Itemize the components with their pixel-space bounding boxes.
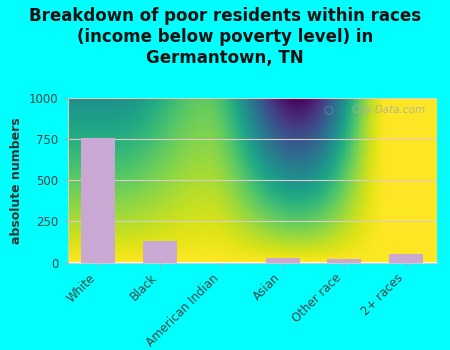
Bar <box>389 254 423 262</box>
Text: ○: ○ <box>324 105 333 114</box>
Bar <box>266 258 300 262</box>
Text: City-Data.com: City-Data.com <box>351 105 425 114</box>
Y-axis label: absolute numbers: absolute numbers <box>10 117 23 244</box>
Text: Breakdown of poor residents within races
(income below poverty level) in
Germant: Breakdown of poor residents within races… <box>29 7 421 66</box>
Bar <box>327 259 361 262</box>
Bar <box>81 138 115 262</box>
Bar <box>143 241 177 262</box>
